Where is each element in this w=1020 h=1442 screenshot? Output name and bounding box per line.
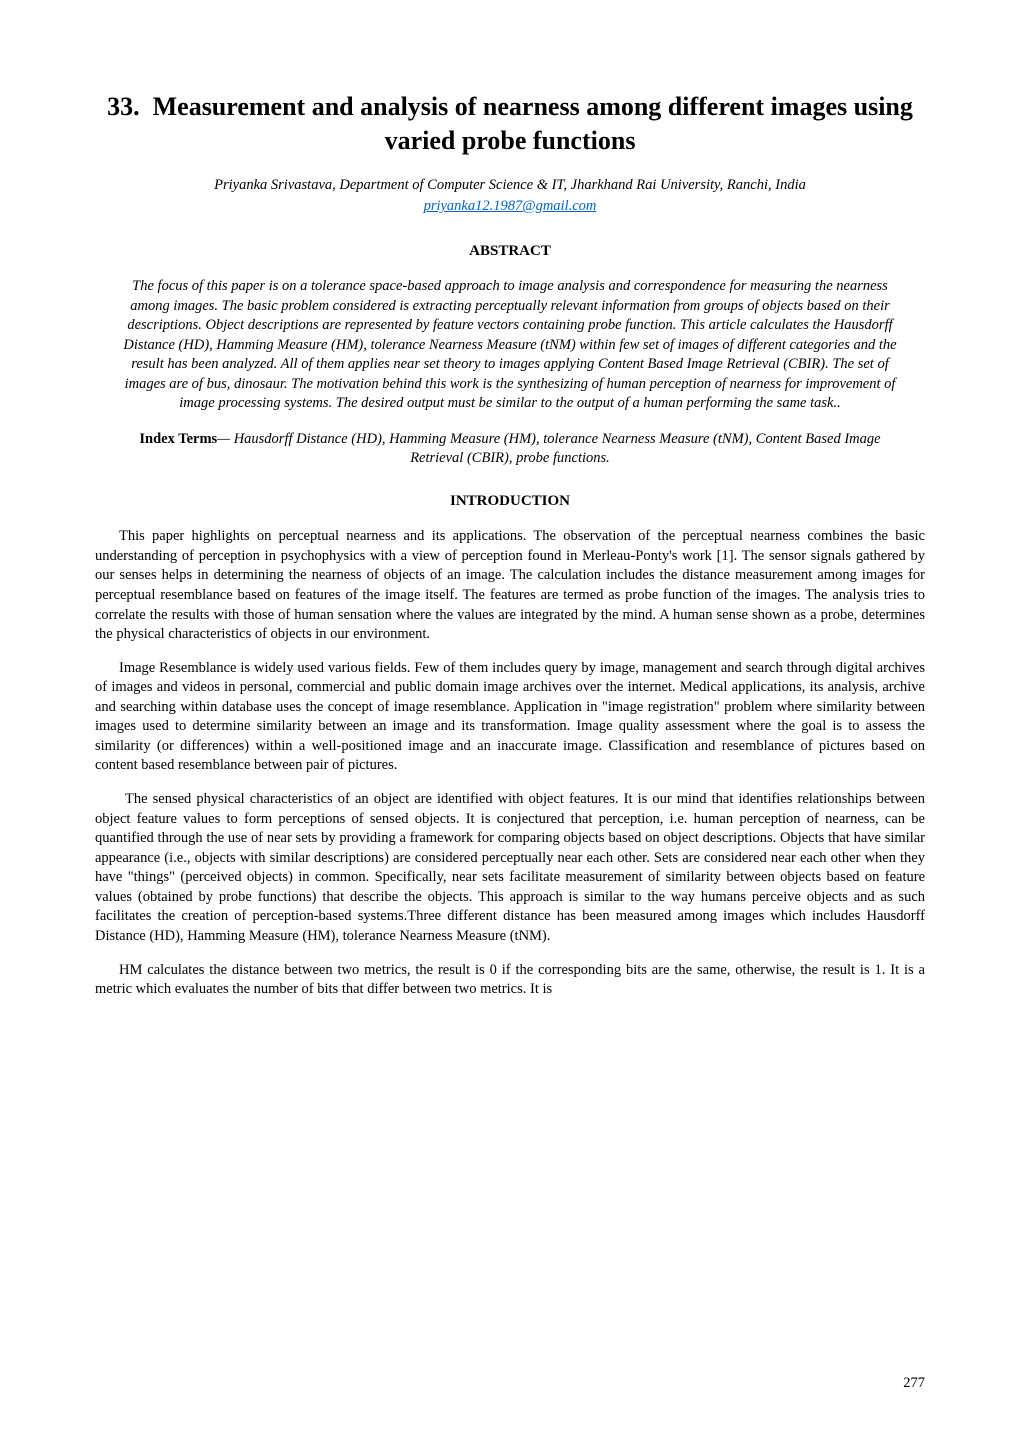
author-info: Priyanka Srivastava, Department of Compu… <box>95 176 925 196</box>
abstract-text: The focus of this paper is on a toleranc… <box>113 277 907 414</box>
page-number: 277 <box>903 1374 925 1394</box>
body-paragraph: HM calculates the distance between two m… <box>95 961 925 1000</box>
email-link[interactable]: priyanka12.1987@gmail.com <box>424 198 597 214</box>
author-email: priyanka12.1987@gmail.com <box>95 197 925 217</box>
title-text: Measurement and analysis of nearness amo… <box>153 92 913 155</box>
paper-title: 33. Measurement and analysis of nearness… <box>95 90 925 158</box>
introduction-heading: INTRODUCTION <box>95 491 925 511</box>
abstract-heading: ABSTRACT <box>95 241 925 261</box>
body-paragraph: This paper highlights on perceptual near… <box>95 527 925 644</box>
body-paragraph: Image Resemblance is widely used various… <box>95 659 925 776</box>
index-terms-label: Index Terms <box>139 431 217 447</box>
index-terms: Index Terms— Hausdorff Distance (HD), Ha… <box>135 430 885 469</box>
body-paragraph: The sensed physical characteristics of a… <box>95 790 925 947</box>
title-number: 33. <box>107 92 140 121</box>
index-terms-content: — Hausdorff Distance (HD), Hamming Measu… <box>217 431 880 467</box>
